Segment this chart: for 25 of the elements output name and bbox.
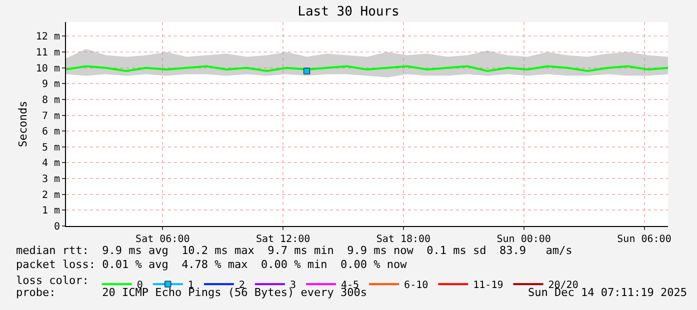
y-tick-label: 9 m	[42, 79, 60, 90]
x-tick-label: Sat 18:00	[376, 234, 431, 245]
y-tick-label: 6 m	[42, 126, 60, 138]
y-tick-label: 8 m	[42, 94, 60, 106]
chart-title: Last 30 Hours	[298, 4, 400, 20]
y-tick-label: 3 m	[42, 174, 60, 186]
legend-title: loss color:	[16, 274, 89, 287]
legend-label: 11-19	[473, 280, 504, 291]
y-tick-label: 5 m	[42, 142, 60, 154]
x-tick-label: Sun 00:00	[496, 234, 551, 245]
x-tick-label: Sun 06:00	[617, 234, 672, 245]
y-tick-label: 7 m	[42, 110, 60, 122]
y-tick-label: 4 m	[42, 158, 60, 170]
legend-label: 6-10	[404, 280, 428, 291]
text: median rtt: 9.9 ms avg 10.2 ms max 9.7 ms min 9.9 ms now 0.1 ms sd 83.9 am/s	[16, 244, 572, 257]
y-tick-label: 11 m	[36, 48, 60, 59]
y-tick-label: 12 m	[36, 32, 60, 43]
y-axis-title: Seconds	[16, 100, 30, 148]
x-tick-label: Sat 12:00	[256, 234, 310, 245]
y-tick-label: 2 m	[42, 190, 60, 201]
y-tick-label: 1 m	[42, 206, 60, 217]
text: packet loss: 0.01 % avg 4.78 % max 0.00 % min 0.00 % now	[16, 258, 408, 271]
y-tick-label: 0	[54, 222, 60, 232]
x-tick-label: Sat 06:00	[136, 234, 190, 245]
y-tick-label: 10 m	[36, 63, 60, 74]
